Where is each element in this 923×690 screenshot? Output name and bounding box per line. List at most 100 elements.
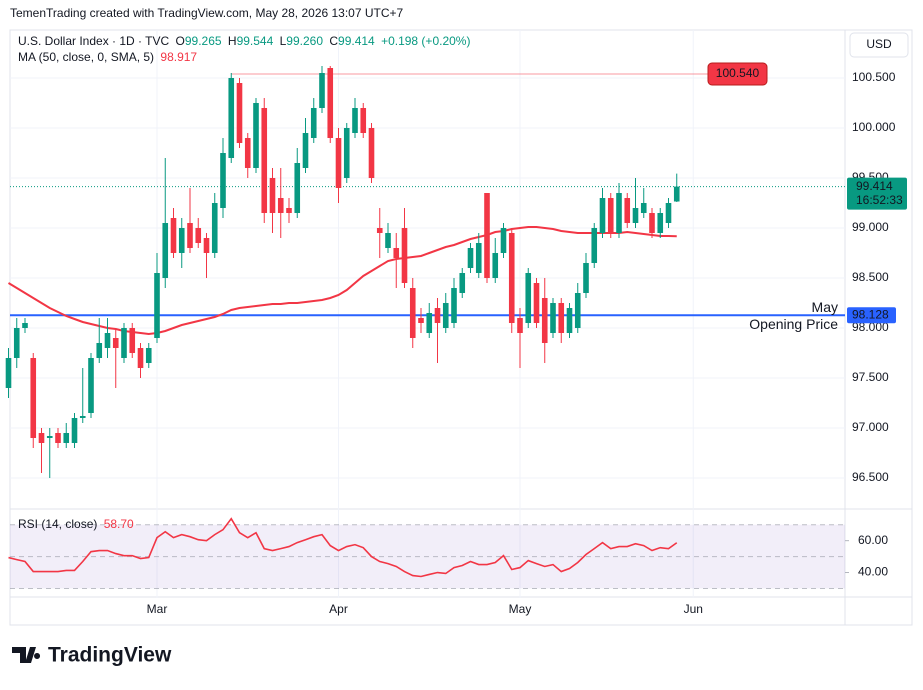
- candle-body: [319, 73, 325, 108]
- candle-body: [302, 133, 309, 168]
- candle-body: [632, 208, 639, 223]
- candle-body: [129, 328, 136, 353]
- legend: U.S. Dollar Index · 1D · TVC O99.265 H99…: [18, 34, 470, 48]
- candle-body: [55, 433, 61, 443]
- ma-line: [7, 226, 677, 336]
- candle-body: [665, 203, 672, 223]
- candle-body: [475, 243, 482, 273]
- opening-title: May: [812, 299, 838, 315]
- y-tick-label: 98.500: [852, 270, 889, 284]
- candle-body: [459, 273, 466, 293]
- candle-body: [541, 298, 548, 343]
- currency[interactable]: USD: [866, 37, 892, 51]
- candle-body: [244, 138, 251, 168]
- legend-label: L: [280, 34, 287, 48]
- candle-body: [145, 348, 152, 363]
- candle-body: [583, 263, 589, 293]
- x-tick-label: Jun: [684, 602, 703, 616]
- candle-body: [96, 343, 103, 358]
- candle-body: [558, 303, 565, 333]
- logo-text: TradingView: [48, 644, 172, 667]
- rsi-name: RSI (14, close): [18, 517, 97, 531]
- candle-body: [137, 348, 144, 368]
- x-tick-label: Mar: [147, 602, 168, 616]
- legend-value: 99.265: [185, 34, 222, 48]
- candle-body: [195, 228, 202, 243]
- candle-body: [286, 208, 292, 213]
- candle-body: [269, 178, 276, 213]
- y-tick-label: 98.000: [852, 320, 889, 334]
- candle-body: [517, 318, 523, 333]
- legend-value: 99.414: [338, 34, 375, 48]
- y-tick-label: 96.500: [852, 470, 889, 484]
- opening-subtitle: Opening Price: [749, 316, 838, 332]
- ma-name: MA (50, close, 0, SMA, 5): [18, 50, 154, 64]
- candle-body: [178, 228, 185, 253]
- candle-body: [360, 108, 367, 133]
- x-tick-label: May: [509, 602, 532, 616]
- candle-body: [22, 323, 28, 328]
- candle-body: [566, 308, 573, 333]
- header: TemenTrading created with TradingView.co…: [10, 6, 404, 20]
- candle-body: [657, 213, 664, 233]
- candle-body: [63, 433, 70, 443]
- high-label: 100.540: [716, 66, 760, 80]
- candle-body: [71, 418, 78, 443]
- candle-body: [467, 248, 474, 268]
- candle-body: [385, 233, 391, 248]
- candle-body: [228, 78, 235, 158]
- candle-body: [434, 308, 441, 323]
- candle-body: [203, 238, 210, 253]
- candle-body: [46, 436, 53, 438]
- candle-body: [640, 203, 647, 213]
- candle-body: [112, 338, 119, 348]
- rsi-value: 58.70: [104, 517, 134, 531]
- candle-body: [327, 68, 334, 138]
- candle-body: [38, 433, 45, 443]
- candle-body: [673, 186, 680, 202]
- candle-body: [616, 193, 622, 233]
- rsi-legend: RSI (14, close) 58.70: [18, 517, 134, 531]
- currency-button[interactable]: [849, 32, 909, 58]
- legend-change: +0.198 (+0.20%): [381, 34, 470, 48]
- candle-body: [508, 233, 515, 323]
- candle-body: [220, 153, 226, 208]
- y-tick-label: 99.000: [852, 220, 889, 234]
- candle-body: [500, 228, 507, 253]
- candle-body: [409, 288, 416, 338]
- candle-body: [187, 223, 193, 248]
- candle-body: [418, 318, 424, 323]
- legend-value: 99.544: [237, 34, 274, 48]
- candle-body: [484, 193, 490, 278]
- candle-body: [492, 253, 499, 278]
- y-tick-label: 97.500: [852, 370, 889, 384]
- candle-body: [368, 128, 375, 178]
- logo-icon: [12, 647, 41, 663]
- candle-body: [310, 108, 317, 138]
- candle-body: [574, 293, 581, 328]
- rsi-tick-label: 60.00: [858, 533, 888, 547]
- legend-symbol: U.S. Dollar Index · 1D · TVC: [18, 34, 169, 48]
- candle-body: [170, 218, 177, 253]
- candle-body: [261, 108, 268, 213]
- candle-body: [426, 313, 433, 333]
- opening-axis-box: [847, 307, 896, 324]
- last-price-box: [847, 177, 907, 210]
- candle-body: [121, 328, 127, 358]
- candle-body: [253, 103, 259, 168]
- candle-body: [591, 228, 598, 263]
- candle-body: [154, 273, 160, 338]
- countdown: 16:52:33: [856, 193, 903, 207]
- x-tick-label: Apr: [329, 602, 348, 616]
- candle-body: [13, 328, 20, 358]
- candle-body: [277, 198, 284, 213]
- candle-body: [294, 163, 301, 213]
- candle-body: [88, 358, 94, 413]
- legend-value: 99.260: [286, 34, 323, 48]
- y-tick-label: 100.000: [852, 120, 896, 134]
- candle-body: [649, 213, 655, 233]
- candle-body: [599, 198, 606, 233]
- ma-legend: MA (50, close, 0, SMA, 5) 98.917: [18, 50, 197, 64]
- candle-body: [393, 248, 400, 258]
